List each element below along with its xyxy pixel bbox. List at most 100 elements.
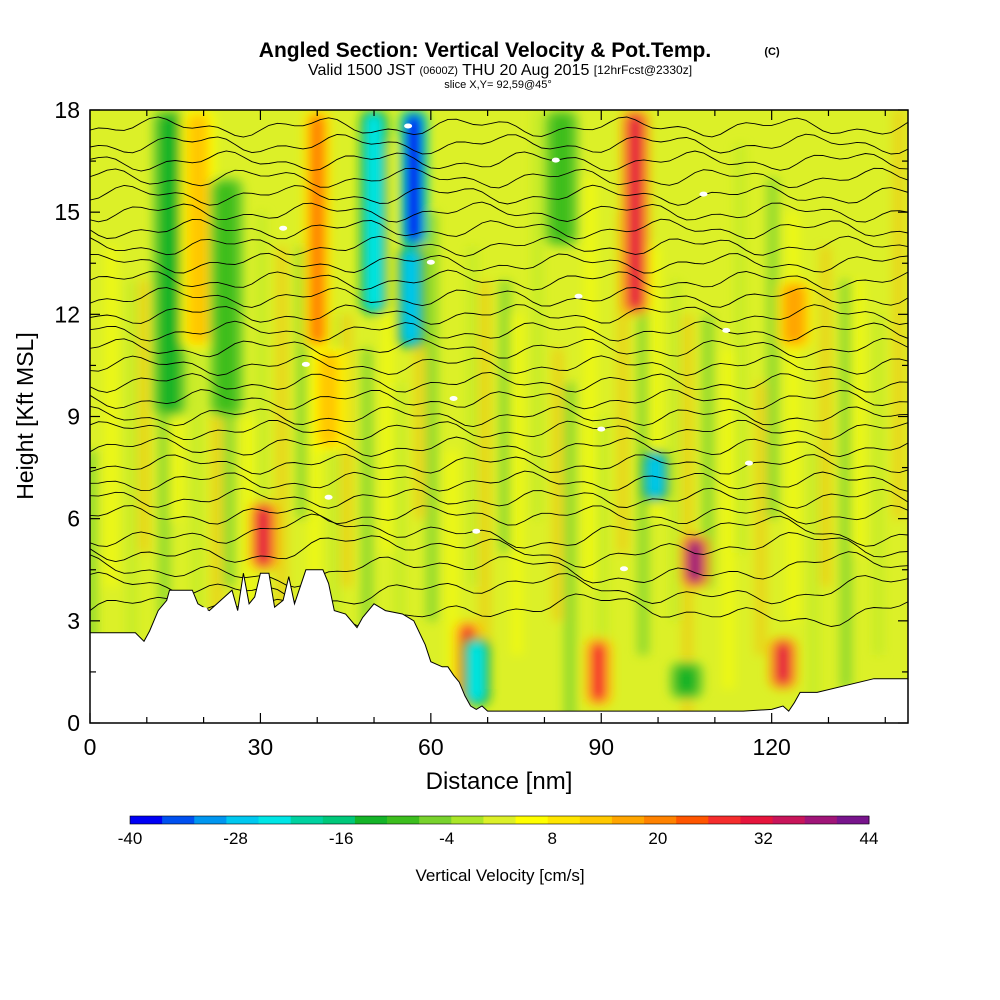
velocity-streak bbox=[275, 246, 288, 655]
colorbar-swatch bbox=[290, 816, 324, 824]
theta-contour bbox=[90, 453, 908, 475]
velocity-streak bbox=[393, 382, 406, 655]
theta-contour bbox=[90, 504, 908, 526]
colorbar-swatch bbox=[579, 816, 613, 824]
theta-contour bbox=[90, 320, 908, 342]
subtitle-time: Valid 1500 JST bbox=[308, 62, 416, 79]
theta-contour bbox=[90, 419, 908, 441]
plot-area bbox=[90, 110, 908, 723]
velocity-cell bbox=[686, 539, 703, 583]
potential-temperature-contours bbox=[90, 116, 908, 629]
colorbar-swatch bbox=[162, 816, 195, 824]
velocity-cell bbox=[675, 665, 698, 696]
colorbar-swatch bbox=[611, 816, 645, 824]
velocity-streak bbox=[511, 314, 524, 655]
colorbar-tick-label: 44 bbox=[860, 829, 879, 848]
subtitle-forecast: [12hrFcst@2330z] bbox=[594, 63, 692, 77]
theta-contour bbox=[90, 304, 908, 325]
velocity-streak bbox=[137, 280, 150, 553]
velocity-streak bbox=[734, 144, 747, 553]
x-tick-label: 30 bbox=[248, 734, 274, 760]
velocity-cell bbox=[402, 250, 419, 345]
velocity-streak bbox=[466, 246, 479, 587]
colorbar-swatch bbox=[194, 816, 227, 824]
theta-contour bbox=[90, 338, 908, 359]
velocity-streak bbox=[766, 178, 779, 519]
velocity-streak bbox=[681, 314, 694, 723]
theta-contour bbox=[90, 235, 908, 257]
colorbar-swatch bbox=[708, 816, 741, 824]
velocity-cell bbox=[255, 505, 272, 566]
colorbar-swatch bbox=[772, 816, 806, 824]
colorbar-swatch bbox=[258, 816, 292, 824]
y-tick-label: 0 bbox=[67, 710, 80, 736]
theta-contour bbox=[90, 371, 908, 393]
x-axis: 0 30 60 90 120 bbox=[84, 110, 886, 760]
contour-label bbox=[722, 327, 731, 333]
velocity-streak bbox=[872, 314, 885, 655]
theta-contour bbox=[90, 571, 908, 607]
velocity-streak bbox=[596, 416, 609, 689]
contour-label bbox=[324, 494, 333, 500]
velocity-streak bbox=[105, 246, 118, 587]
colorbar: -40 -28 -16 -4 8 20 32 44 bbox=[118, 815, 879, 848]
y-axis: 0 3 6 9 12 15 18 bbox=[54, 97, 908, 736]
theta-contour bbox=[90, 133, 908, 155]
contour-label bbox=[619, 566, 628, 572]
velocity-streak bbox=[125, 280, 138, 689]
colorbar-tick-label: -40 bbox=[118, 829, 143, 848]
x-tick-label: 0 bbox=[84, 734, 97, 760]
velocity-streak bbox=[839, 280, 852, 689]
theta-contour bbox=[90, 551, 908, 588]
velocity-cell bbox=[186, 114, 209, 345]
contour-label bbox=[597, 426, 606, 432]
colorbar-tick-label: 20 bbox=[648, 829, 667, 848]
colorbar-tick-label: -16 bbox=[329, 829, 354, 848]
velocity-streak bbox=[584, 178, 597, 587]
contour-label bbox=[551, 157, 560, 163]
colorbar-tick-label: -4 bbox=[439, 829, 454, 848]
x-tick-label: 90 bbox=[588, 734, 614, 760]
y-axis-label: Height [Kft MSL] bbox=[12, 332, 38, 499]
velocity-streak bbox=[255, 212, 268, 553]
theta-contour bbox=[90, 405, 908, 428]
colorbar-tick-label: 8 bbox=[548, 829, 557, 848]
colorbar-swatch bbox=[354, 816, 388, 824]
velocity-streak bbox=[563, 382, 576, 723]
chart-title: Angled Section: Vertical Velocity & Pot.… bbox=[259, 39, 711, 62]
contour-label bbox=[199, 607, 208, 613]
colorbar-tick-label: 32 bbox=[754, 829, 773, 848]
contour-label bbox=[472, 528, 481, 534]
y-tick-label: 9 bbox=[67, 404, 80, 430]
colorbar-swatch bbox=[483, 816, 517, 824]
x-tick-label: 60 bbox=[418, 734, 444, 760]
velocity-streak bbox=[531, 110, 544, 519]
colorbar-swatch bbox=[740, 816, 774, 824]
colorbar-swatch bbox=[387, 816, 420, 824]
colorbar-label: Vertical Velocity [cm/s] bbox=[415, 866, 584, 885]
theta-contour bbox=[90, 388, 908, 410]
contour-labels bbox=[199, 123, 753, 613]
y-tick-label: 3 bbox=[67, 608, 80, 634]
velocity-cell bbox=[309, 114, 326, 345]
theta-contour bbox=[90, 470, 908, 492]
velocity-streak bbox=[361, 348, 374, 689]
colorbar-swatch bbox=[515, 816, 549, 824]
contour-label bbox=[449, 395, 458, 401]
velocity-streak bbox=[754, 382, 767, 655]
colorbar-swatch bbox=[419, 816, 452, 824]
theta-contour bbox=[90, 201, 908, 223]
velocity-cell bbox=[775, 641, 792, 685]
subtitle-utc: (0600Z) bbox=[419, 65, 458, 77]
velocity-streak bbox=[425, 212, 438, 621]
velocity-streak bbox=[190, 348, 203, 621]
contour-label bbox=[279, 225, 288, 231]
subtitle-date: THU 20 Aug 2015 bbox=[462, 62, 589, 79]
theta-contour bbox=[90, 287, 908, 308]
contour-label bbox=[301, 361, 310, 367]
contour-label bbox=[744, 460, 753, 466]
contour-label bbox=[404, 123, 413, 129]
velocity-streak bbox=[787, 212, 800, 621]
theta-contour bbox=[90, 269, 908, 291]
